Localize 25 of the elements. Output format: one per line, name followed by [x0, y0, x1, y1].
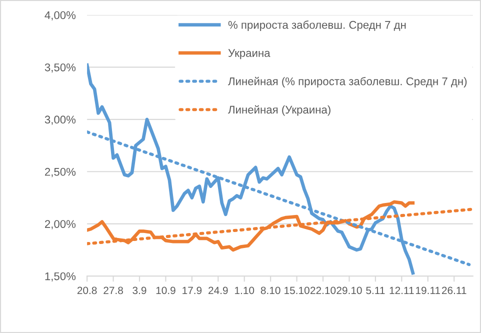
x-tick-label: 1.10 [235, 286, 254, 294]
x-tick-label: 5.11 [366, 286, 385, 294]
y-tick-label: 2,50% [45, 168, 76, 178]
x-tick-label: 24.9 [208, 286, 228, 294]
x-tick-label: 20.8 [77, 286, 97, 294]
y-tick-label: 3,00% [44, 116, 76, 125]
x-tick-label: 19.11 [416, 286, 440, 294]
y-tick-label: 3,50% [44, 63, 76, 73]
x-tick-label: 17.9 [182, 286, 202, 294]
legend-label: Линейная (Украина) [228, 105, 330, 116]
y-tick-label: 4,00% [44, 11, 76, 20]
x-tick-label: 22.10 [310, 286, 336, 294]
x-tick-label: 12.11 [390, 286, 414, 294]
legend-label: Линейная (% прироста заболевш. Средн 7 дн) [228, 76, 467, 88]
legend-label: Украина [228, 49, 270, 60]
y-tick-label: 1,50% [45, 272, 76, 282]
x-tick-label: 10.9 [156, 286, 176, 294]
x-tick-label: 3.9 [132, 286, 146, 294]
x-tick-label: 27.8 [104, 286, 123, 294]
x-tick-label: 29.10 [336, 286, 362, 294]
y-tick-label: 2,00% [45, 220, 76, 230]
x-tick-label: 15.10 [284, 286, 310, 294]
legend-label: % прироста заболевш. Средн 7 дн [228, 20, 406, 31]
x-tick-label: 8.10 [260, 286, 280, 294]
x-tick-label: 26.11 [442, 286, 466, 294]
